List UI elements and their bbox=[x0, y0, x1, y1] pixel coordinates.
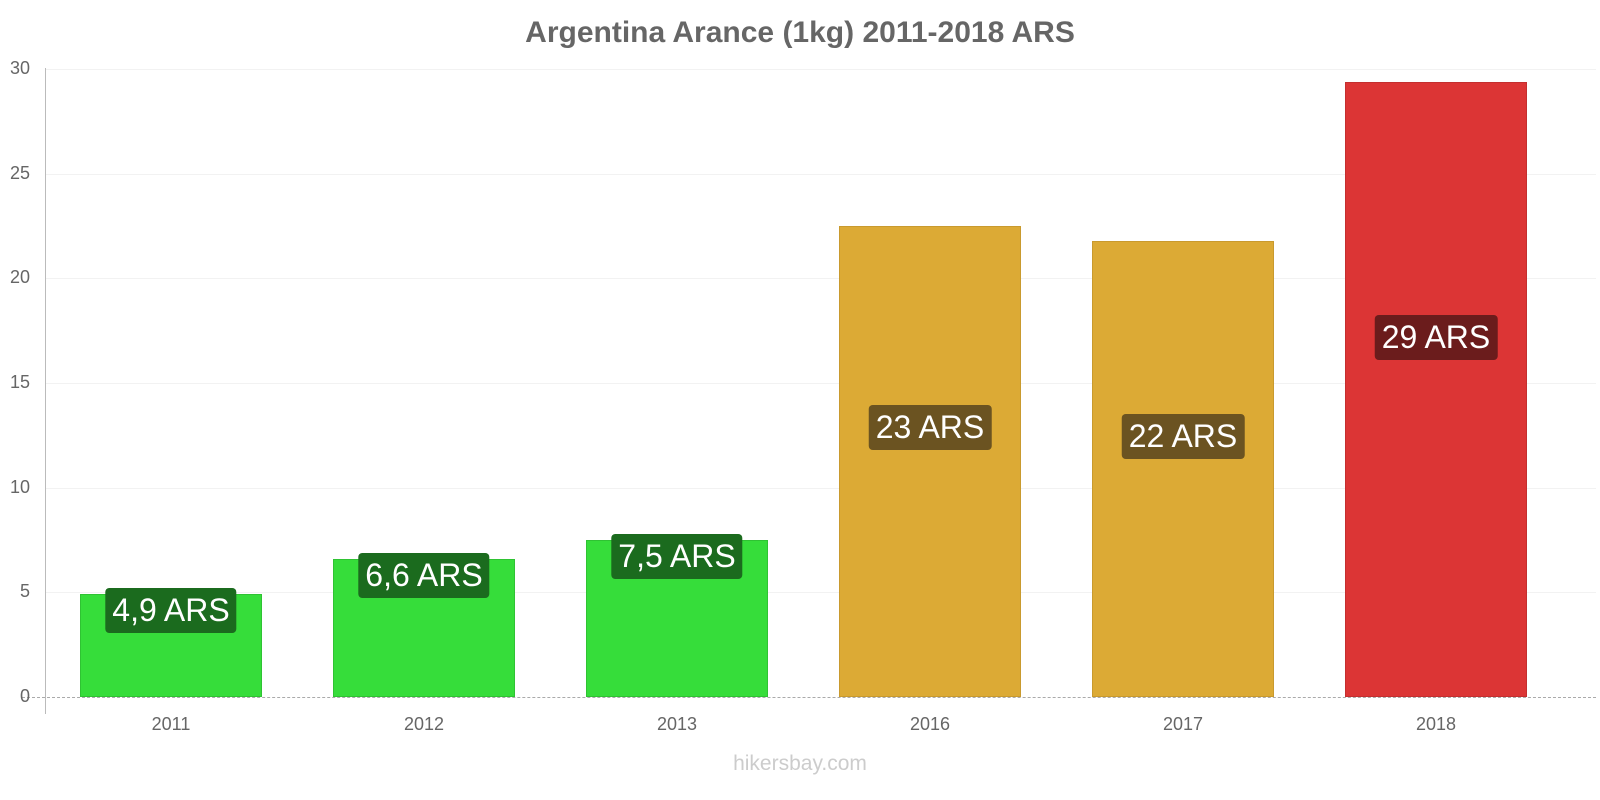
bar-2016[interactable] bbox=[839, 226, 1021, 697]
x-tick-label: 2018 bbox=[1415, 714, 1457, 734]
data-label-2012: 6,6 ARS bbox=[358, 552, 490, 598]
data-label-2013: 7,5 ARS bbox=[611, 534, 743, 579]
y-tick-label: 15 bbox=[9, 372, 30, 392]
gridline bbox=[46, 173, 1596, 175]
bar-2017[interactable] bbox=[1092, 240, 1274, 697]
data-label-2011: 4,9 ARS bbox=[105, 588, 237, 634]
gridline bbox=[46, 487, 1596, 489]
x-tick-label: 2011 bbox=[151, 714, 191, 734]
data-label-2016: 23 ARS bbox=[868, 404, 992, 450]
chart-title: Argentina Arance (1kg) 2011-2018 ARS bbox=[525, 16, 1075, 49]
y-tick-label: 20 bbox=[9, 267, 30, 288]
gridline bbox=[46, 69, 1596, 70]
y-axis-line bbox=[45, 68, 46, 714]
gridline bbox=[46, 592, 1596, 594]
data-label-2018: 29 ARS bbox=[1374, 315, 1498, 361]
y-tick-label: 0 bbox=[19, 686, 30, 706]
x-axis-line bbox=[22, 697, 1596, 699]
y-tick-label: 25 bbox=[9, 162, 30, 183]
x-tick-label: 2017 bbox=[1162, 714, 1204, 734]
x-tick-label: 2012 bbox=[403, 714, 445, 734]
y-tick-label: 30 bbox=[9, 58, 30, 78]
watermark: hikersbay.com bbox=[733, 752, 867, 775]
data-label-2017: 22 ARS bbox=[1121, 414, 1245, 460]
y-tick-label: 10 bbox=[9, 476, 30, 497]
gridline bbox=[46, 383, 1596, 384]
x-tick-label: 2016 bbox=[909, 714, 951, 734]
x-tick-label: 2013 bbox=[656, 714, 698, 734]
y-tick-label: 5 bbox=[19, 581, 30, 602]
gridline bbox=[46, 278, 1596, 280]
bar-2018[interactable] bbox=[1345, 81, 1527, 697]
